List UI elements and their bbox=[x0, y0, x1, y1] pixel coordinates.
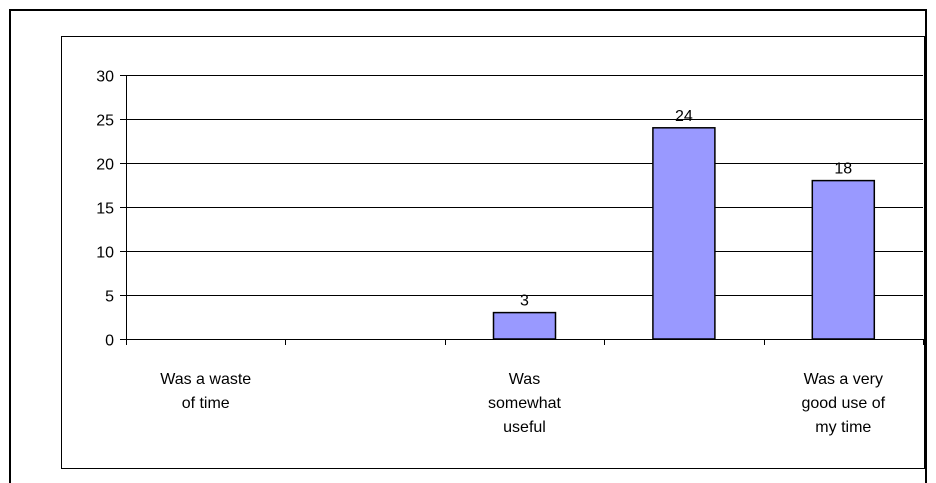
x-category-label-line: good use of bbox=[801, 395, 885, 412]
x-category-label-line: Was a waste bbox=[160, 371, 251, 388]
x-category-label-line: my time bbox=[815, 419, 871, 436]
y-tick-label: 0 bbox=[105, 333, 114, 350]
x-category-label: Was a very good use of my time bbox=[801, 371, 885, 436]
y-tick-labels: 0 5 10 15 20 25 30 bbox=[96, 69, 114, 350]
y-tick-label: 15 bbox=[96, 201, 114, 218]
data-label: 18 bbox=[834, 161, 852, 178]
x-category-label-line: of time bbox=[182, 395, 230, 412]
y-tick-label: 20 bbox=[96, 157, 114, 174]
bars bbox=[492, 127, 876, 340]
x-category-label: Was a waste of time bbox=[160, 371, 251, 412]
y-tick-label: 5 bbox=[105, 289, 114, 306]
y-tick-label: 30 bbox=[96, 69, 114, 86]
chart-area-border bbox=[61, 36, 925, 469]
outer-chart-border bbox=[9, 9, 927, 483]
data-label: 3 bbox=[520, 293, 529, 310]
bar bbox=[811, 179, 876, 340]
bar bbox=[492, 311, 557, 340]
data-labels: 3 24 18 bbox=[520, 108, 852, 310]
bar bbox=[652, 127, 716, 340]
axes bbox=[120, 75, 924, 345]
gridlines bbox=[126, 75, 923, 296]
x-category-label-line: Was bbox=[509, 371, 540, 388]
x-category-label: Was somewhat useful bbox=[488, 371, 561, 436]
data-label: 24 bbox=[675, 108, 693, 125]
x-category-label-line: somewhat bbox=[488, 395, 561, 412]
y-tick-label: 25 bbox=[96, 113, 114, 130]
x-category-labels: Was a waste of time Was somewhat useful Was a… bbox=[160, 371, 885, 436]
x-category-label-line: useful bbox=[503, 419, 546, 436]
x-category-label-line: Was a very bbox=[804, 371, 883, 388]
y-tick-label: 10 bbox=[96, 245, 114, 262]
